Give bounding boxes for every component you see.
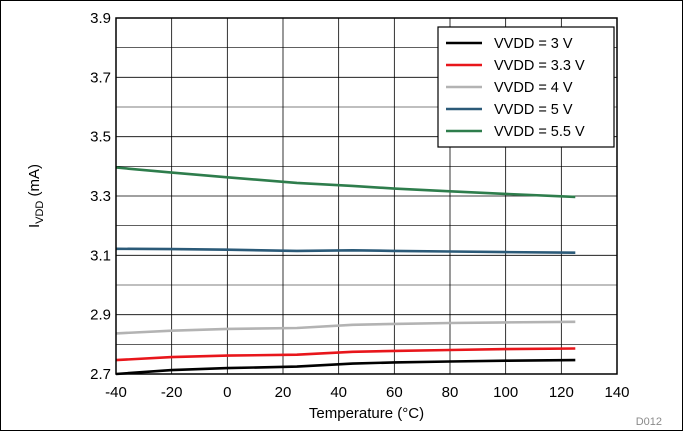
legend-entry-label: VVDD = 5 V	[494, 102, 573, 118]
x-tick-label: 20	[275, 384, 292, 401]
x-tick-label: 60	[386, 384, 403, 401]
y-axis-title: IVDD (mA)	[26, 164, 46, 228]
legend-entry-label: VVDD = 4 V	[494, 80, 573, 96]
series-line	[115, 358, 576, 376]
y-tick-label: 3.5	[90, 129, 111, 146]
series-line	[115, 347, 576, 362]
series-line	[115, 166, 576, 199]
y-axis-title-subscript: VDD	[34, 201, 46, 224]
y-axis-title-main: I	[26, 224, 43, 228]
figure-footnote: D012	[636, 416, 662, 428]
legend-entry-label: VVDD = 3 V	[494, 36, 573, 52]
x-tick-label: 40	[330, 384, 347, 401]
x-tick-label: 120	[549, 384, 574, 401]
x-tick-label: 140	[604, 384, 629, 401]
y-tick-label: 3.3	[90, 188, 111, 205]
y-tick-label: 2.7	[90, 366, 111, 383]
y-tick-label: 3.1	[90, 247, 111, 264]
y-tick-label: 3.7	[90, 69, 111, 86]
x-tick-label: -20	[161, 384, 183, 401]
x-tick-label: 100	[493, 384, 518, 401]
tick-labels: -40 -20 0 20 40 60 80 100 120 140 2.7 2.9 3.1 3.3 3.5 3…	[90, 10, 629, 401]
series-line	[115, 247, 576, 254]
x-tick-label: 80	[442, 384, 459, 401]
x-axis-title: Temperature (°C)	[309, 405, 424, 422]
plot-area-border	[115, 17, 618, 375]
y-tick-label: 3.9	[90, 10, 111, 27]
legend-entry-label: VVDD = 5.5 V	[494, 124, 585, 140]
legend-entry-label: VVDD = 3.3 V	[494, 58, 585, 74]
y-tick-label: 2.9	[90, 307, 111, 324]
legend: VVDD = 3 V VVDD = 3.3 V VVDD = 4 V VVDD = 5…	[437, 26, 615, 148]
x-tick-label: -40	[105, 384, 127, 401]
series-line	[115, 320, 576, 335]
series-layer	[115, 166, 576, 376]
y-axis-title-unit: (mA)	[26, 164, 43, 201]
x-tick-label: 0	[223, 384, 231, 401]
